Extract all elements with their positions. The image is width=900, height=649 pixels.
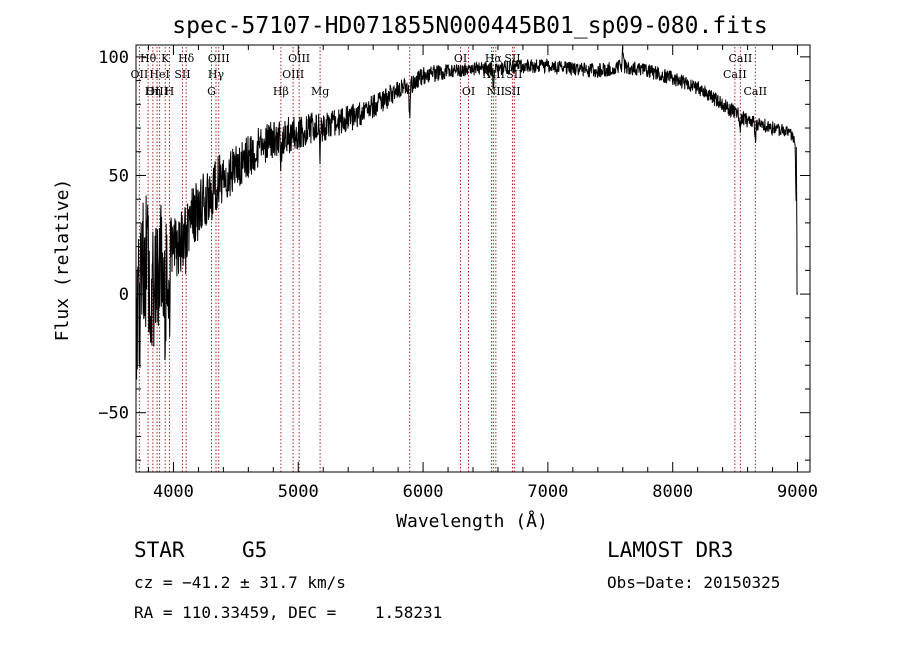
x-tick-label: 6000 (403, 482, 444, 502)
y-tick-label: 100 (98, 48, 129, 68)
spectral-line-label: G (207, 85, 216, 98)
x-axis-label: Wavelength (Å) (396, 510, 548, 532)
survey-name: LAMOST DR3 (607, 538, 734, 562)
x-tick-label: 5000 (278, 482, 319, 502)
spectral-line-label: SII (174, 68, 190, 81)
spectral-line-label: OIII (208, 52, 230, 65)
spectral-line-label: NII (487, 85, 505, 98)
spectral-line-label: Hη (145, 85, 161, 98)
x-axis-ticks: 4000 5000 6000 7000 8000 9000 (147, 45, 818, 502)
spectrum-series-line (135, 46, 797, 380)
x-tick-label: 8000 (652, 482, 693, 502)
redshift-velocity: cz = −41.2 ± 31.7 km/s (134, 573, 346, 592)
spectral-line-label: Mg (311, 85, 329, 98)
spectral-line-label: Hβ (273, 85, 289, 98)
spectral-line-label: OIII (282, 68, 304, 81)
object-class: STAR (134, 538, 185, 562)
object-subclass: G5 (242, 538, 268, 562)
spectrum-edge-drop (795, 147, 798, 295)
spectral-line-label: Hδ (178, 52, 195, 65)
spectral-line-label: SII (506, 68, 522, 81)
plot-frame (135, 44, 811, 473)
spectral-line-label: OIII (146, 85, 168, 98)
spectral-line-label: K (161, 52, 170, 65)
spectral-line-label: H (165, 85, 175, 98)
x-tick-label: 7000 (527, 482, 568, 502)
spectral-line-label: OI (462, 85, 475, 98)
y-tick-label: 0 (119, 285, 129, 305)
spectral-line-label: NII (487, 68, 505, 81)
chart-title: spec-57107-HD071855N000445B01_sp09-080.f… (172, 13, 767, 39)
spectral-line-label: OII (131, 68, 149, 81)
spectral-line-markers (138, 47, 756, 472)
spectral-line-label: Hγ (208, 68, 225, 81)
observation-date: Obs−Date: 20150325 (607, 573, 781, 592)
spectral-line-label: OI (454, 52, 467, 65)
spectral-line-label: SII (504, 52, 520, 65)
spectral-line-label: NII (482, 68, 500, 81)
coordinates: RA = 110.33459, DEC = 1.58231 (134, 603, 443, 622)
spectral-line-label: Hθ (140, 52, 157, 65)
spectral-line-label: CaII (729, 52, 753, 65)
spectral-line-label: CaII (723, 68, 747, 81)
spectral-line-label: SII (504, 85, 520, 98)
spectral-line-label: CaII (743, 85, 767, 98)
x-tick-label: 4000 (153, 482, 194, 502)
y-tick-label: −50 (98, 404, 129, 424)
y-axis-label: Flux (relative) (52, 179, 73, 342)
y-axis-ticks: −50 0 50 100 (98, 48, 810, 461)
spectral-line-label: Hα (485, 52, 503, 65)
spectral-line-label: HeI (149, 68, 169, 81)
x-tick-label: 9000 (777, 482, 818, 502)
spectral-line-label: OIII (288, 52, 310, 65)
y-tick-label: 50 (109, 166, 129, 186)
